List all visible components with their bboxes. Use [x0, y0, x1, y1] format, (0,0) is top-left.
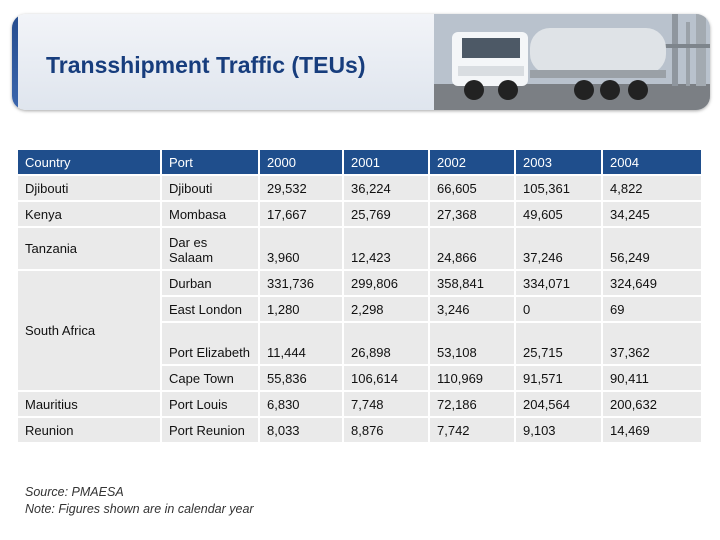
value-cell: 37,246: [515, 227, 603, 271]
value-cell: 26,898: [343, 322, 430, 366]
value-cell: 37,362: [602, 322, 703, 366]
banner-accent: [12, 14, 18, 110]
column-header-2000: 2000: [259, 150, 344, 176]
value-cell: 0: [515, 296, 603, 323]
table-row: Tanzania Dar es Salaam 3,960 12,423 24,8…: [18, 227, 703, 271]
table-row: Djibouti Djibouti 29,532 36,224 66,605 1…: [18, 175, 703, 202]
column-header-2001: 2001: [343, 150, 430, 176]
value-cell: 324,649: [602, 270, 703, 297]
value-cell: 29,532: [259, 175, 344, 202]
value-cell: 11,444: [259, 322, 344, 366]
port-cell: Cape Town: [161, 365, 260, 392]
value-cell: 2,298: [343, 296, 430, 323]
value-cell: 49,605: [515, 201, 603, 228]
port-cell: Port Reunion: [161, 417, 260, 444]
value-cell: 9,103: [515, 417, 603, 444]
value-cell: 106,614: [343, 365, 430, 392]
country-cell: Mauritius: [18, 391, 162, 418]
table-row: Mauritius Port Louis 6,830 7,748 72,186 …: [18, 391, 703, 418]
value-cell: 4,822: [602, 175, 703, 202]
column-header-country: Country: [18, 150, 162, 176]
country-cell: Tanzania: [18, 227, 162, 271]
calendar-note: Note: Figures shown are in calendar year: [25, 502, 254, 516]
title-banner: Transshipment Traffic (TEUs): [12, 14, 710, 110]
value-cell: 66,605: [429, 175, 516, 202]
value-cell: 3,246: [429, 296, 516, 323]
country-cell: Reunion: [18, 417, 162, 444]
value-cell: 105,361: [515, 175, 603, 202]
value-cell: 25,715: [515, 322, 603, 366]
country-cell: Kenya: [18, 201, 162, 228]
value-cell: 12,423: [343, 227, 430, 271]
table-row: Reunion Port Reunion 8,033 8,876 7,742 9…: [18, 417, 703, 444]
value-cell: 7,742: [429, 417, 516, 444]
table-row: Port Elizabeth 11,444 26,898 53,108 25,7…: [18, 322, 703, 366]
value-cell: 69: [602, 296, 703, 323]
value-cell: 3,960: [259, 227, 344, 271]
value-cell: 200,632: [602, 391, 703, 418]
port-cell: East London: [161, 296, 260, 323]
column-header-2004: 2004: [602, 150, 703, 176]
value-cell: 358,841: [429, 270, 516, 297]
port-cell: Mombasa: [161, 201, 260, 228]
value-cell: 17,667: [259, 201, 344, 228]
value-cell: 56,249: [602, 227, 703, 271]
value-cell: 334,071: [515, 270, 603, 297]
value-cell: 72,186: [429, 391, 516, 418]
value-cell: 7,748: [343, 391, 430, 418]
source-note: Source: PMAESA: [25, 485, 124, 499]
value-cell: 299,806: [343, 270, 430, 297]
value-cell: 8,876: [343, 417, 430, 444]
value-cell: 6,830: [259, 391, 344, 418]
value-cell: 204,564: [515, 391, 603, 418]
table-row: East London 1,280 2,298 3,246 0 69: [18, 296, 703, 323]
column-header-2003: 2003: [515, 150, 603, 176]
country-cell: Djibouti: [18, 175, 162, 202]
value-cell: 14,469: [602, 417, 703, 444]
value-cell: 36,224: [343, 175, 430, 202]
value-cell: 1,280: [259, 296, 344, 323]
page-title: Transshipment Traffic (TEUs): [46, 52, 366, 78]
value-cell: 90,411: [602, 365, 703, 392]
port-cell: Dar es Salaam: [161, 227, 260, 271]
value-cell: 25,769: [343, 201, 430, 228]
table-row: Kenya Mombasa 17,667 25,769 27,368 49,60…: [18, 201, 703, 228]
country-cell: South Africa: [18, 270, 162, 392]
value-cell: 27,368: [429, 201, 516, 228]
port-cell: Port Louis: [161, 391, 260, 418]
value-cell: 34,245: [602, 201, 703, 228]
port-cell: Port Elizabeth: [161, 322, 260, 366]
truck-photo: [434, 14, 710, 110]
value-cell: 91,571: [515, 365, 603, 392]
port-cell: Djibouti: [161, 175, 260, 202]
column-header-2002: 2002: [429, 150, 516, 176]
table-row: South Africa Durban 331,736 299,806 358,…: [18, 270, 703, 392]
footnote: Source: PMAESA Note: Figures shown are i…: [25, 484, 254, 518]
value-cell: 8,033: [259, 417, 344, 444]
transshipment-table: Country Port 2000 2001 2002 2003 2004 Dj…: [18, 150, 703, 444]
table-header-row: Country Port 2000 2001 2002 2003 2004: [18, 150, 703, 176]
port-cell: Durban: [161, 270, 260, 297]
value-cell: 110,969: [429, 365, 516, 392]
value-cell: 24,866: [429, 227, 516, 271]
value-cell: 53,108: [429, 322, 516, 366]
value-cell: 55,836: [259, 365, 344, 392]
table-row: Cape Town 55,836 106,614 110,969 91,571 …: [18, 365, 703, 392]
column-header-port: Port: [161, 150, 260, 176]
value-cell: 331,736: [259, 270, 344, 297]
